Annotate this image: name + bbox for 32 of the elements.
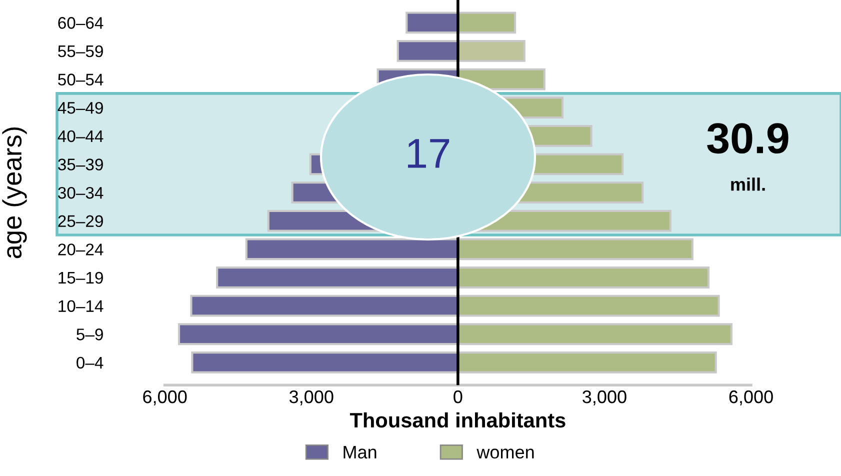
- y-tick-label: 25–29: [58, 215, 103, 228]
- y-tick-label: 0–4: [76, 356, 104, 369]
- bar: [190, 294, 459, 317]
- y-tick-label: 10–14: [58, 300, 104, 312]
- annotation: mill.: [731, 178, 765, 191]
- y-tick-label: 5–9: [76, 328, 103, 340]
- annotation: 30.9: [707, 123, 788, 154]
- y-tick-label: 30–34: [58, 186, 104, 199]
- y-tick-label: 60–64: [58, 17, 104, 29]
- bar: [406, 12, 459, 34]
- y-tick-label: 45–49: [58, 102, 103, 114]
- legend-label: women: [476, 448, 534, 459]
- x-tick-label: 0: [454, 390, 462, 404]
- x-tick-label: 3,000: [582, 390, 626, 406]
- x-tick-label: 6,000: [729, 390, 773, 406]
- y-tick-label: 55–59: [58, 45, 103, 58]
- y-tick-label: 20–24: [58, 244, 104, 256]
- x-tick-label: 3,000: [289, 390, 334, 406]
- bar: [245, 238, 459, 260]
- bar: [191, 351, 459, 374]
- bar: [178, 323, 459, 346]
- y-tick-label: 35–39: [58, 158, 103, 170]
- legend-label: Man: [344, 446, 376, 459]
- y-tick-label: 50–54: [58, 74, 104, 86]
- bar: [396, 40, 459, 62]
- y-tick-label: 15–19: [58, 272, 103, 284]
- y-axis-title: age (years): [2, 127, 27, 258]
- y-tick-label: 40–44: [58, 130, 104, 142]
- bar: [216, 266, 459, 288]
- x-tick-label: 6,000: [143, 390, 187, 406]
- x-axis-title: Thousand inhabitants: [350, 412, 566, 428]
- annotation: 17: [408, 139, 450, 168]
